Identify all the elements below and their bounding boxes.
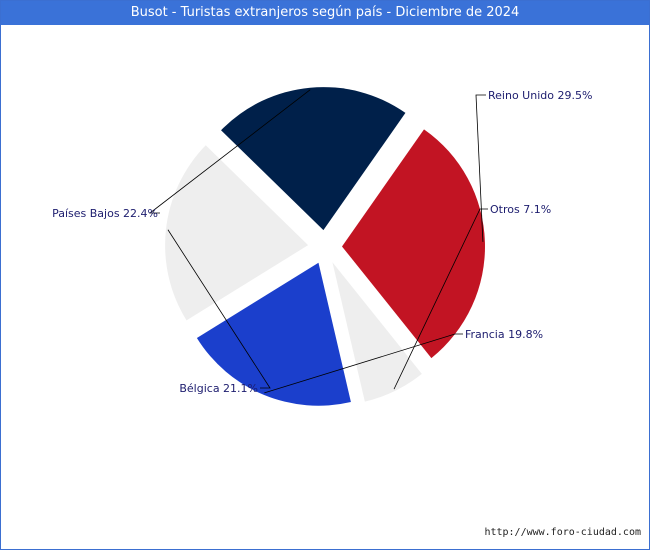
- slice-label: Reino Unido 29.5%: [488, 89, 592, 102]
- pie-slice-bélgica[interactable]: [165, 145, 309, 321]
- slice-label: Bélgica 21.1%: [179, 382, 258, 395]
- slice-label: Francia 19.8%: [465, 328, 543, 341]
- pie-slice-otros[interactable]: [332, 262, 422, 402]
- chart-title: Busot - Turistas extranjeros según país …: [1, 1, 649, 25]
- slice-label: Países Bajos 22.4%: [52, 207, 158, 220]
- source-url[interactable]: http://www.foro-ciudad.com: [484, 527, 641, 538]
- leader-line: [167, 229, 271, 389]
- pie-slice-francia[interactable]: [196, 262, 351, 406]
- pie-slice-reino-unido[interactable]: [341, 129, 485, 359]
- leader-line: [475, 94, 486, 242]
- leader-line: [264, 333, 463, 394]
- leader-line: [148, 89, 311, 214]
- slice-label: Otros 7.1%: [490, 203, 551, 216]
- leader-line: [393, 208, 488, 390]
